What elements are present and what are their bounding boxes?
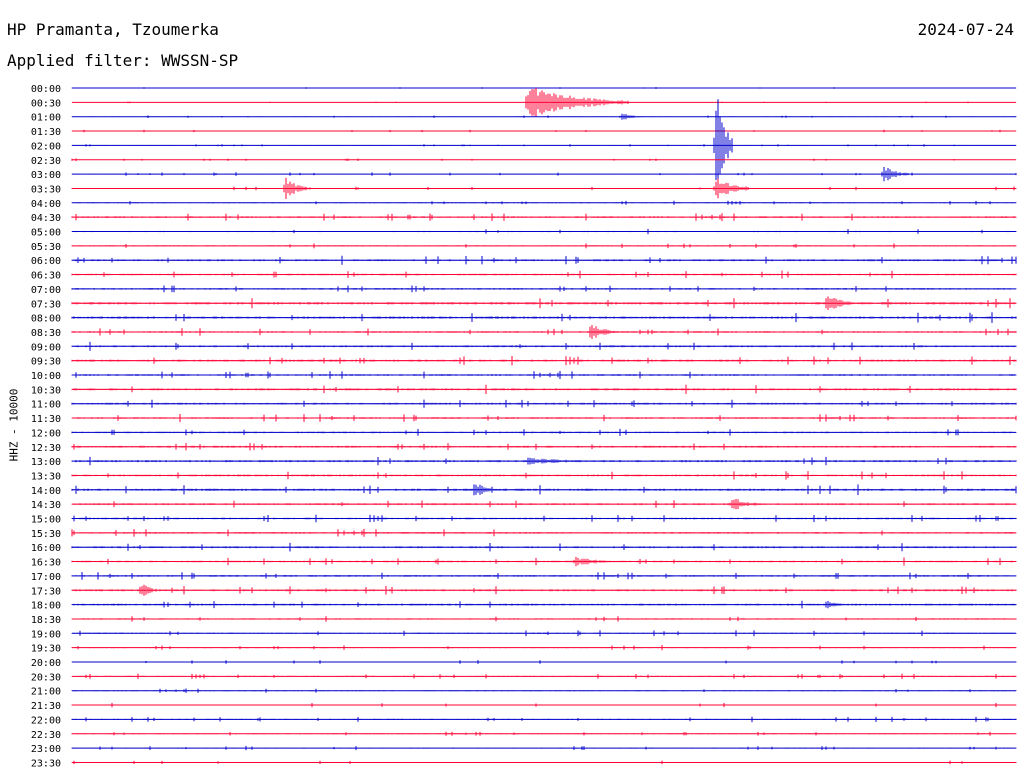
row-time-label: 18:00 bbox=[31, 601, 61, 612]
row-time-label: 10:00 bbox=[31, 371, 61, 382]
row-time-label: 09:30 bbox=[31, 357, 61, 368]
row-time-label: 11:00 bbox=[31, 400, 61, 411]
row-time-label: 01:30 bbox=[31, 127, 61, 138]
row-time-label: 07:00 bbox=[31, 285, 61, 296]
row-time-label: 14:30 bbox=[31, 500, 61, 511]
row-time-label: 05:00 bbox=[31, 228, 61, 239]
row-time-label: 20:30 bbox=[31, 672, 61, 683]
row-time-label: 17:00 bbox=[31, 572, 61, 583]
row-time-label: 17:30 bbox=[31, 586, 61, 597]
row-time-label: 02:30 bbox=[31, 156, 61, 167]
row-time-label: 09:00 bbox=[31, 342, 61, 353]
row-time-label: 12:30 bbox=[31, 443, 61, 454]
row-time-label: 21:30 bbox=[31, 701, 61, 712]
row-time-label: 05:30 bbox=[31, 242, 61, 253]
row-time-label: 04:30 bbox=[31, 213, 61, 224]
row-time-label: 04:00 bbox=[31, 199, 61, 210]
row-time-label: 23:00 bbox=[31, 744, 61, 755]
row-time-label: 10:30 bbox=[31, 385, 61, 396]
row-time-label: 08:00 bbox=[31, 314, 61, 325]
row-time-label: 15:00 bbox=[31, 515, 61, 526]
row-time-label: 11:30 bbox=[31, 414, 61, 425]
station-title: HP Pramanta, Tzoumerka bbox=[7, 20, 219, 39]
row-time-label: 15:30 bbox=[31, 529, 61, 540]
row-time-label: 22:00 bbox=[31, 715, 61, 726]
row-time-label: 19:00 bbox=[31, 629, 61, 640]
row-time-label: 22:30 bbox=[31, 730, 61, 741]
row-time-label: 07:30 bbox=[31, 299, 61, 310]
row-time-label: 14:00 bbox=[31, 486, 61, 497]
row-time-label: 23:30 bbox=[31, 758, 61, 769]
date-label: 2024-07-24 bbox=[917, 20, 1014, 39]
row-time-label: 00:30 bbox=[31, 98, 61, 109]
row-time-label: 08:30 bbox=[31, 328, 61, 339]
row-time-label: 20:00 bbox=[31, 658, 61, 669]
row-time-label: 16:00 bbox=[31, 543, 61, 554]
row-time-label: 02:00 bbox=[31, 141, 61, 152]
row-time-label: 01:00 bbox=[31, 113, 61, 124]
row-time-label: 13:30 bbox=[31, 471, 61, 482]
row-time-label: 16:30 bbox=[31, 558, 61, 569]
row-time-label: 06:00 bbox=[31, 256, 61, 267]
row-time-label: 19:30 bbox=[31, 644, 61, 655]
row-time-label: 18:30 bbox=[31, 615, 61, 626]
row-time-label: 03:30 bbox=[31, 184, 61, 195]
row-time-label: 13:00 bbox=[31, 457, 61, 468]
row-time-label: 03:00 bbox=[31, 170, 61, 181]
row-time-label: 00:00 bbox=[31, 84, 61, 95]
row-time-label: 06:30 bbox=[31, 271, 61, 282]
row-time-label: 21:00 bbox=[31, 687, 61, 698]
row-time-label: 12:00 bbox=[31, 428, 61, 439]
filter-label: Applied filter: WWSSN-SP bbox=[7, 51, 239, 70]
